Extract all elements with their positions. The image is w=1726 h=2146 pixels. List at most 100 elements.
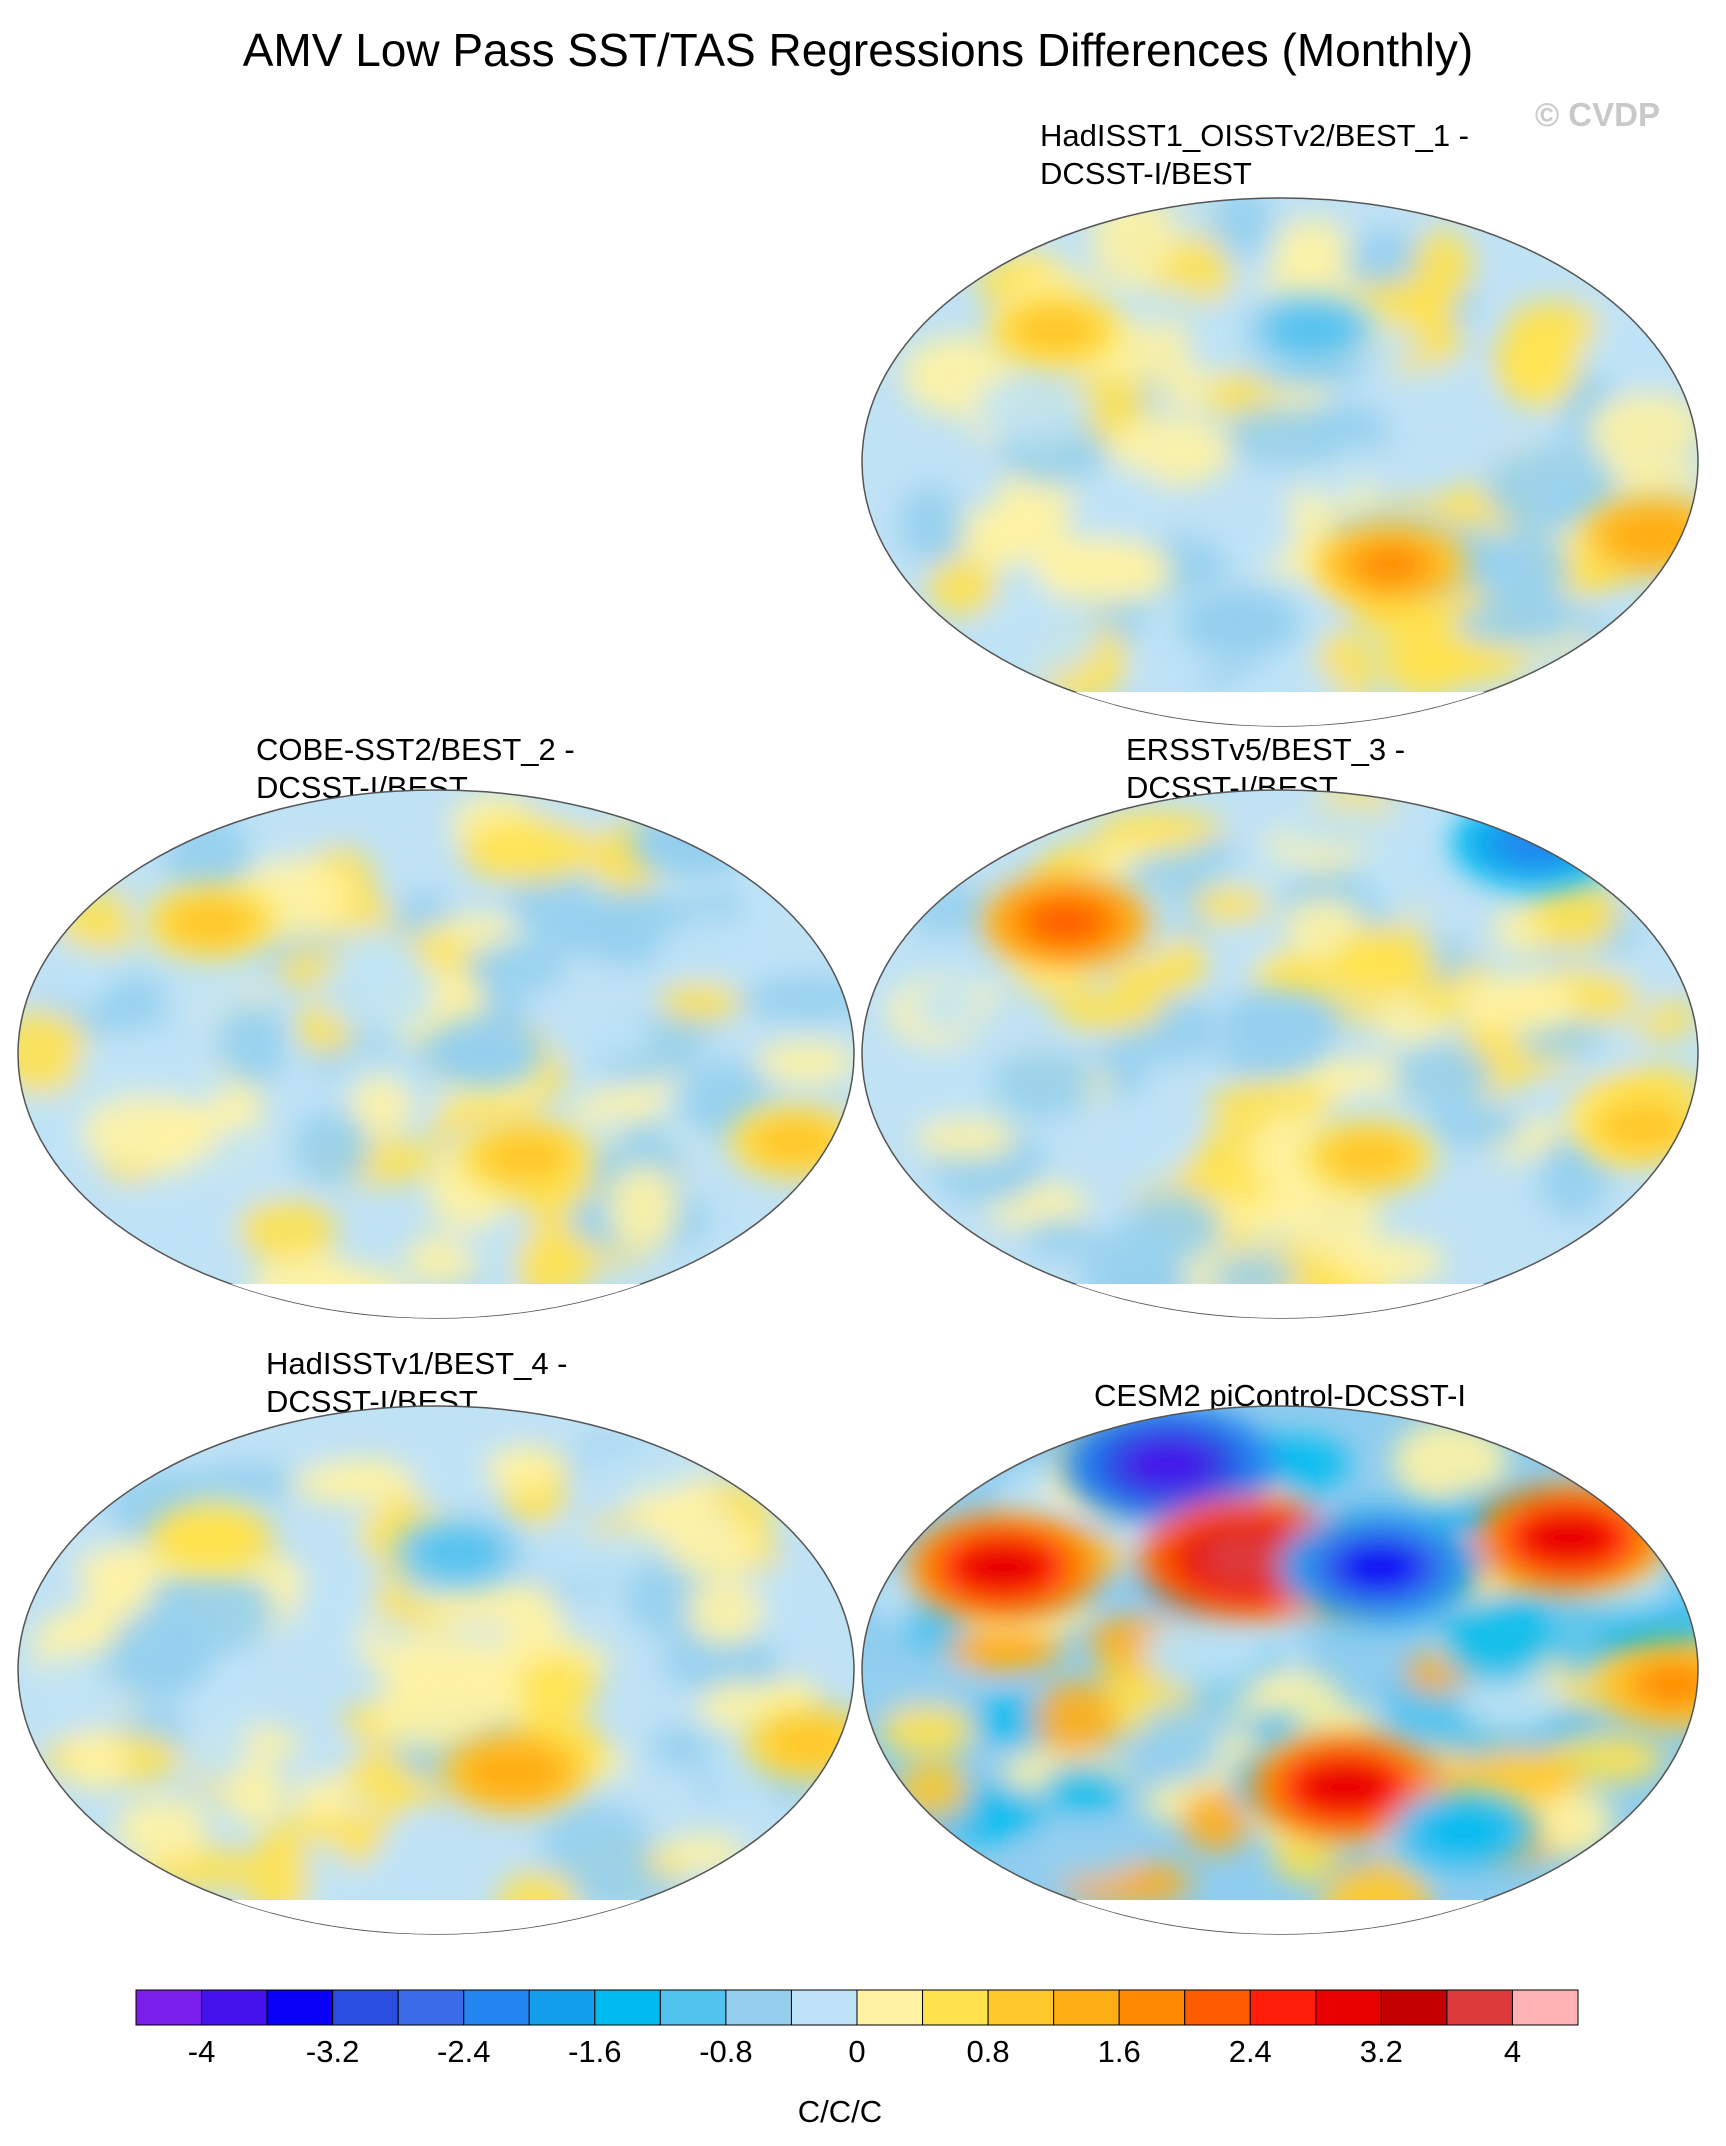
field-patch xyxy=(1275,804,1404,851)
colorbar-swatch xyxy=(1380,1989,1448,2026)
antarctica-land xyxy=(18,1900,854,1934)
feature-anomaly xyxy=(494,1139,555,1174)
field-patch xyxy=(502,1531,630,1584)
map-panel-p5: CESM2 piControl-DCSST-I xyxy=(861,1378,1699,1935)
feature-anomaly xyxy=(1025,313,1086,347)
colorbar-swatches xyxy=(135,1989,1579,2026)
colorbar-swatch xyxy=(201,1989,268,2026)
feature-anomaly xyxy=(663,827,719,859)
field-patch xyxy=(463,941,566,994)
field-patch xyxy=(487,1446,557,1492)
feature-anomaly xyxy=(1612,1110,1673,1145)
feature-anomaly xyxy=(181,905,242,939)
field-patch xyxy=(1549,1604,1618,1678)
field-texture xyxy=(26,1428,854,1934)
panel-title-line: ERSSTv5/BEST_3 - xyxy=(1126,732,1405,767)
colorbar-tick-label: 0.8 xyxy=(967,2034,1010,2069)
feature-anomaly xyxy=(764,1125,826,1159)
heatmap-field xyxy=(18,790,854,1318)
field-patch xyxy=(540,1803,653,1886)
colorbar-swatch xyxy=(1118,1989,1186,2026)
feature-anomaly xyxy=(454,1038,510,1070)
field-patch xyxy=(1396,364,1485,410)
field-patch xyxy=(879,1704,975,1756)
feature-anomaly xyxy=(780,1726,841,1761)
field-patch xyxy=(1533,1788,1614,1858)
feature-anomaly xyxy=(1282,313,1343,347)
field-patch xyxy=(975,372,1092,446)
feature-anomaly xyxy=(1199,1531,1295,1586)
field-patch xyxy=(236,1199,337,1261)
field-patch xyxy=(1492,318,1582,406)
figure-title: AMV Low Pass SST/TAS Regressions Differe… xyxy=(243,24,1474,76)
field-patch xyxy=(189,1462,315,1501)
field-patch xyxy=(1383,297,1461,386)
field-patch xyxy=(911,985,978,1032)
field-patch xyxy=(1022,1218,1096,1257)
field-patch xyxy=(1191,885,1269,924)
colorbar-tick-label: 0 xyxy=(848,2034,865,2069)
field-patch xyxy=(63,1729,130,1790)
field-patch xyxy=(948,1628,1056,1673)
colorbar-swatch xyxy=(856,1989,924,2026)
field-patch xyxy=(1033,1681,1117,1757)
field-patch xyxy=(1463,1748,1582,1806)
colorbar-swatch xyxy=(463,1989,530,2026)
field-patch xyxy=(321,947,437,1035)
field-patch xyxy=(989,1050,1096,1118)
heatmap-field xyxy=(862,1406,1698,1934)
feature-anomaly xyxy=(1338,1139,1399,1174)
colorbar-swatch xyxy=(594,1989,661,2026)
cvdp-watermark: © CVDP xyxy=(1535,96,1660,133)
field-patch xyxy=(1158,362,1227,409)
feature-anomaly xyxy=(1302,1763,1389,1812)
field-patch xyxy=(110,1181,202,1255)
feature-anomaly xyxy=(183,1522,239,1554)
field-patch xyxy=(289,1462,419,1504)
field-patch xyxy=(1181,1788,1252,1852)
feature-anomaly xyxy=(1356,545,1425,584)
field-patch xyxy=(1093,811,1225,848)
colorbar-tick-labels: -4 -3.2 -2.4 -1.6 -0.8 0 0.8 1.6 2.4 3.2 4 xyxy=(188,2034,1521,2069)
field-features xyxy=(908,1406,1698,1873)
antarctica-land xyxy=(862,1284,1698,1318)
feature-anomaly xyxy=(1211,607,1267,639)
colorbar-tick-label: -2.4 xyxy=(437,2034,490,2069)
field-patch xyxy=(983,590,1100,676)
field-patch xyxy=(1116,1100,1185,1189)
field-patch xyxy=(1457,974,1580,1033)
field-patch xyxy=(76,1028,208,1114)
field-patch xyxy=(217,1002,288,1087)
field-patch xyxy=(180,1708,249,1784)
field-patch xyxy=(1424,1105,1525,1150)
field-patch xyxy=(293,1110,371,1185)
antarctica-land xyxy=(18,1284,854,1318)
field-patch xyxy=(1484,444,1620,533)
antarctica-land xyxy=(862,1900,1698,1934)
heatmap-field xyxy=(862,790,1698,1318)
feature-anomaly xyxy=(1526,1513,1612,1563)
feature-anomaly xyxy=(1476,809,1594,876)
colorbar-swatch xyxy=(725,1989,792,2026)
field-patch xyxy=(292,1776,357,1820)
map-panel-p4: HadISSTv1/BEST_4 -DCSST-I/BEST xyxy=(17,1346,855,1935)
colorbar-units: C/C/C xyxy=(798,2094,882,2129)
map-panel-p2: COBE-SST2/BEST_2 -DCSST-I/BEST xyxy=(17,732,855,1319)
colorbar-tick-label: -0.8 xyxy=(699,2034,752,2069)
field-patch xyxy=(1588,393,1698,466)
field-patch xyxy=(755,1040,854,1085)
field-patch xyxy=(579,1444,700,1496)
colorbar-tick-label: -4 xyxy=(188,2034,216,2069)
field-patch xyxy=(540,1017,653,1061)
feature-anomaly xyxy=(427,1535,488,1570)
field-patch xyxy=(115,1797,210,1863)
field-patch xyxy=(459,816,598,884)
colorbar-swatch xyxy=(790,1989,858,2026)
field-patch xyxy=(1038,539,1164,577)
field-patch xyxy=(1028,1827,1137,1880)
field-patch xyxy=(915,1117,1018,1159)
feature-anomaly xyxy=(1621,516,1687,554)
field-patch xyxy=(1041,1764,1128,1813)
field-patch xyxy=(1363,829,1454,915)
